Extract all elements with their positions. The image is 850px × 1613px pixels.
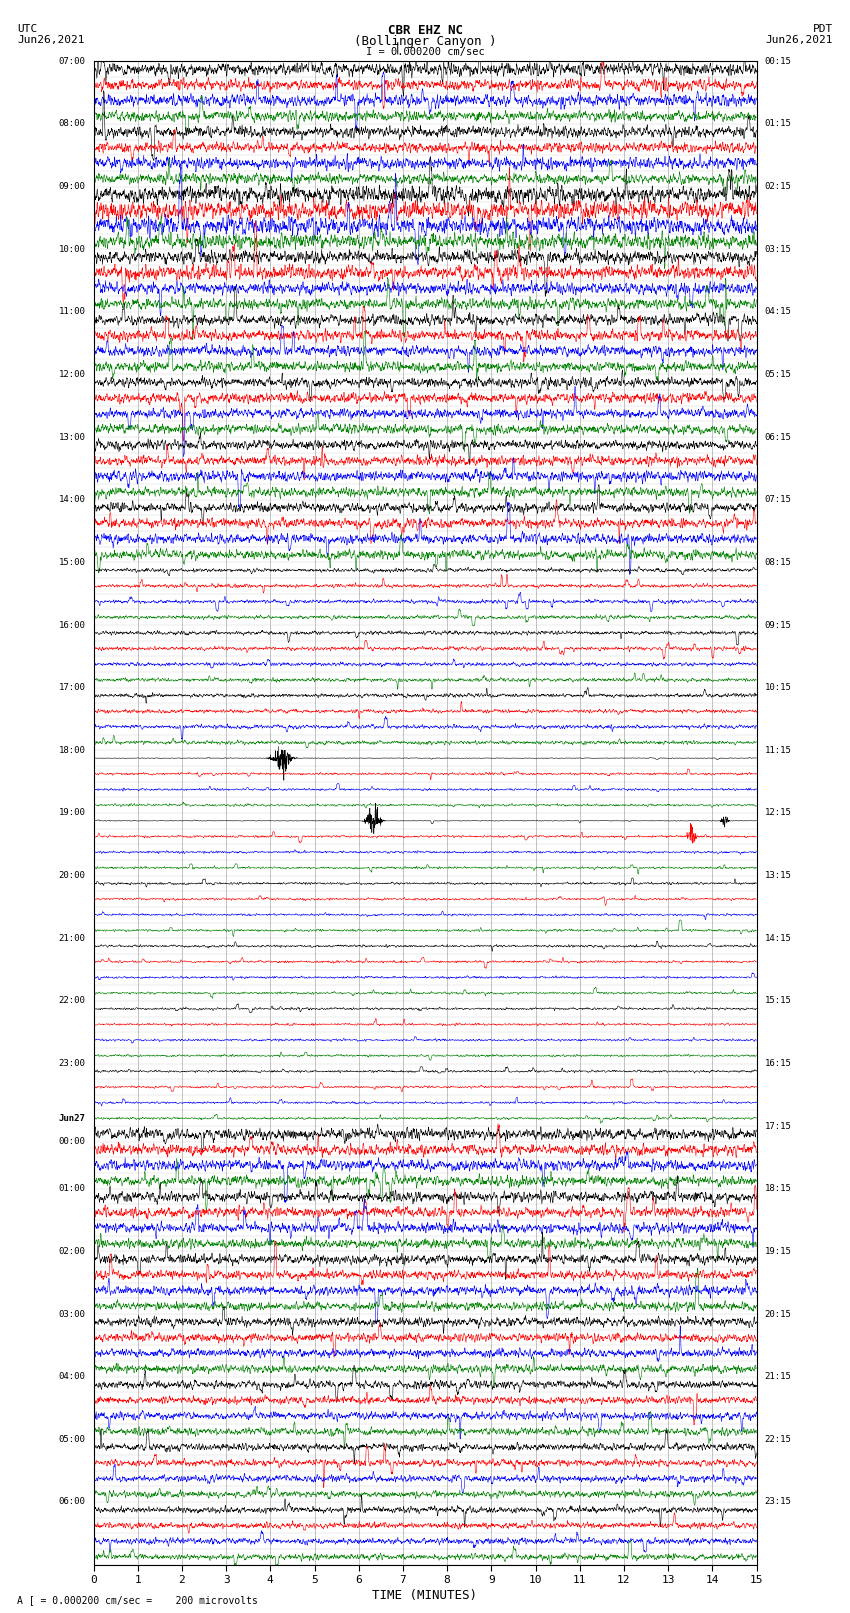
- Text: 07:00: 07:00: [59, 56, 86, 66]
- Text: 12:00: 12:00: [59, 369, 86, 379]
- Text: 20:15: 20:15: [764, 1310, 791, 1318]
- Text: 15:15: 15:15: [764, 997, 791, 1005]
- Text: 21:15: 21:15: [764, 1373, 791, 1381]
- Text: 16:15: 16:15: [764, 1060, 791, 1068]
- Text: 13:00: 13:00: [59, 432, 86, 442]
- Text: 11:00: 11:00: [59, 308, 86, 316]
- Text: 08:00: 08:00: [59, 119, 86, 129]
- Text: 15:00: 15:00: [59, 558, 86, 566]
- Text: 22:00: 22:00: [59, 997, 86, 1005]
- Text: 02:00: 02:00: [59, 1247, 86, 1257]
- Text: 23:00: 23:00: [59, 1060, 86, 1068]
- Text: 18:15: 18:15: [764, 1184, 791, 1194]
- Text: 22:15: 22:15: [764, 1436, 791, 1444]
- Text: 04:15: 04:15: [764, 308, 791, 316]
- Text: 08:15: 08:15: [764, 558, 791, 566]
- Text: CBR EHZ NC: CBR EHZ NC: [388, 24, 462, 37]
- Text: 05:15: 05:15: [764, 369, 791, 379]
- Text: 13:15: 13:15: [764, 871, 791, 881]
- Text: 04:00: 04:00: [59, 1373, 86, 1381]
- Text: 03:15: 03:15: [764, 245, 791, 253]
- Text: Jun26,2021: Jun26,2021: [17, 35, 84, 45]
- Text: 20:00: 20:00: [59, 871, 86, 881]
- Text: 00:15: 00:15: [764, 56, 791, 66]
- Text: 06:00: 06:00: [59, 1497, 86, 1507]
- Text: 19:15: 19:15: [764, 1247, 791, 1257]
- Text: I = 0.000200 cm/sec: I = 0.000200 cm/sec: [366, 47, 484, 56]
- X-axis label: TIME (MINUTES): TIME (MINUTES): [372, 1589, 478, 1602]
- Text: 10:00: 10:00: [59, 245, 86, 253]
- Text: Jun26,2021: Jun26,2021: [766, 35, 833, 45]
- Text: 23:15: 23:15: [764, 1497, 791, 1507]
- Text: 09:15: 09:15: [764, 621, 791, 629]
- Text: A [ = 0.000200 cm/sec =    200 microvolts: A [ = 0.000200 cm/sec = 200 microvolts: [17, 1595, 258, 1605]
- Text: 17:15: 17:15: [764, 1121, 791, 1131]
- Text: 07:15: 07:15: [764, 495, 791, 505]
- Text: (Bollinger Canyon ): (Bollinger Canyon ): [354, 35, 496, 48]
- Text: 11:15: 11:15: [764, 745, 791, 755]
- Text: PDT: PDT: [813, 24, 833, 34]
- Text: 01:15: 01:15: [764, 119, 791, 129]
- Text: 05:00: 05:00: [59, 1436, 86, 1444]
- Text: UTC: UTC: [17, 24, 37, 34]
- Text: 06:15: 06:15: [764, 432, 791, 442]
- Text: 19:00: 19:00: [59, 808, 86, 818]
- Text: 14:15: 14:15: [764, 934, 791, 942]
- Text: 00:00: 00:00: [59, 1137, 86, 1147]
- Text: 03:00: 03:00: [59, 1310, 86, 1318]
- Text: 10:15: 10:15: [764, 684, 791, 692]
- Text: 02:15: 02:15: [764, 182, 791, 190]
- Text: 17:00: 17:00: [59, 684, 86, 692]
- Text: 16:00: 16:00: [59, 621, 86, 629]
- Text: Jun27: Jun27: [59, 1115, 86, 1123]
- Text: 01:00: 01:00: [59, 1184, 86, 1194]
- Text: |: |: [394, 42, 401, 55]
- Text: 18:00: 18:00: [59, 745, 86, 755]
- Text: 14:00: 14:00: [59, 495, 86, 505]
- Text: 09:00: 09:00: [59, 182, 86, 190]
- Text: 12:15: 12:15: [764, 808, 791, 818]
- Text: 21:00: 21:00: [59, 934, 86, 942]
